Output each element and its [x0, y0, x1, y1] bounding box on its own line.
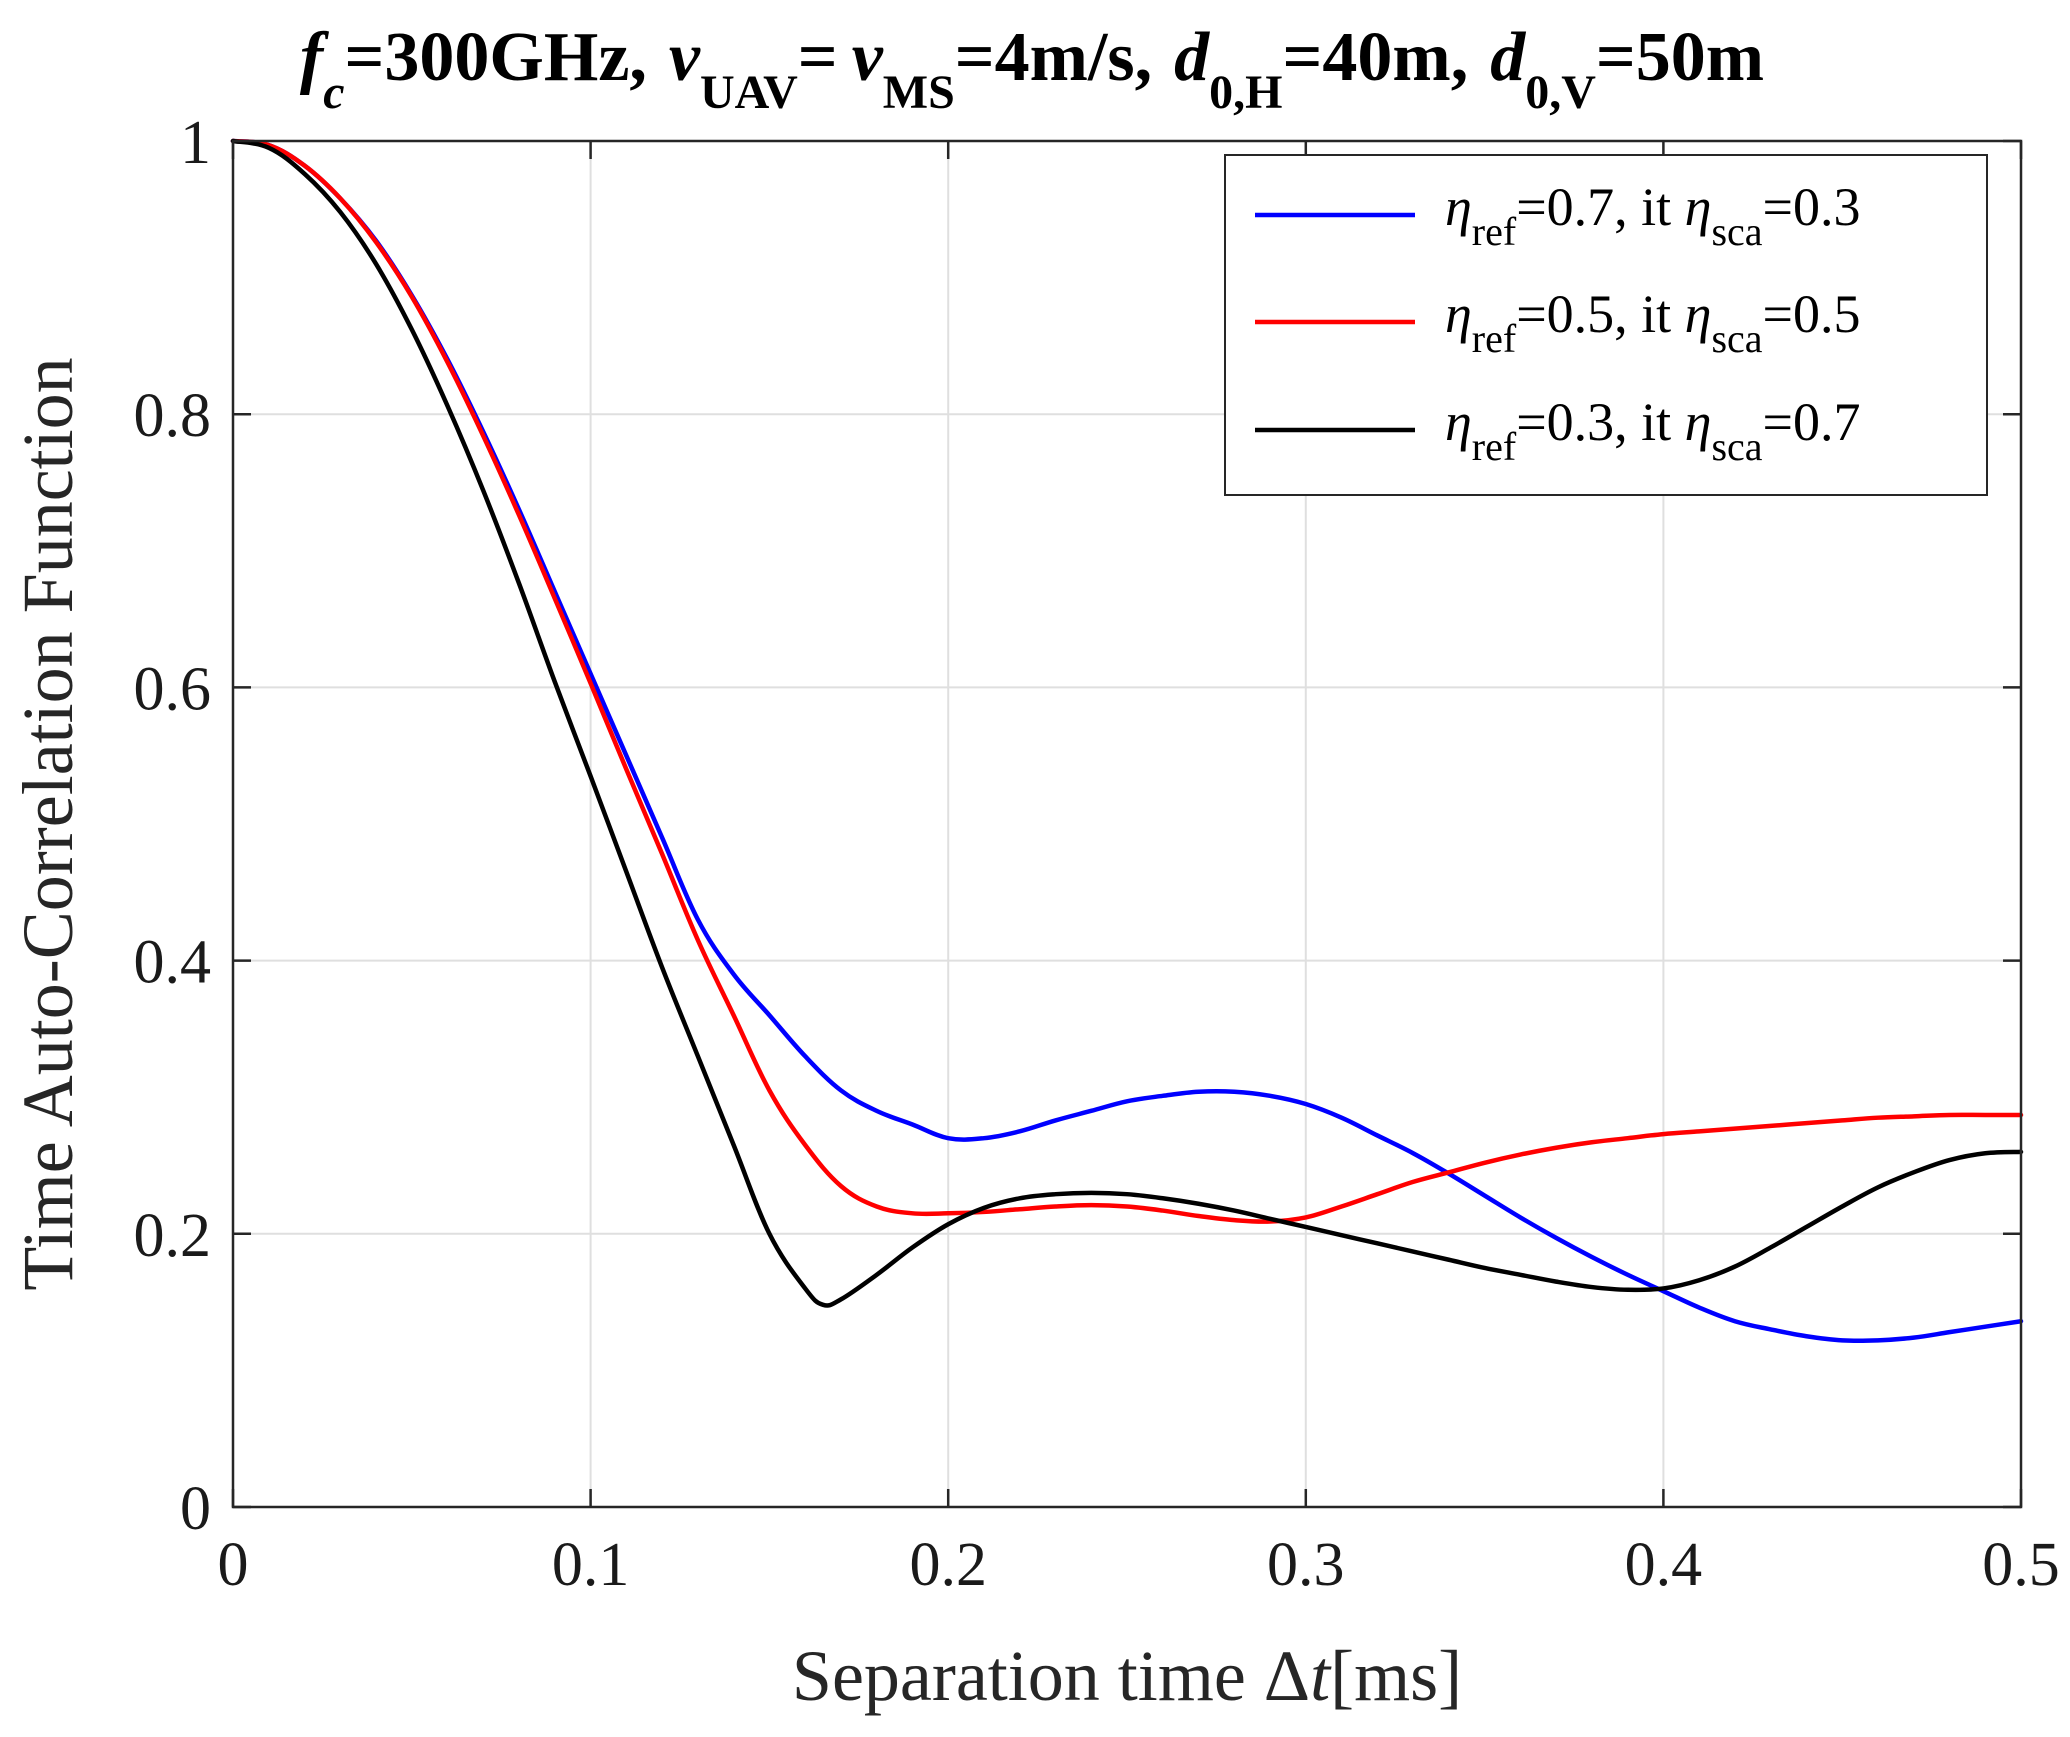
- series-line-2: [230, 138, 2024, 1224]
- title-v1-sub: UAV: [700, 66, 798, 119]
- title-dv-var: d: [1490, 19, 1526, 96]
- x-tick-label: 0.3: [1267, 1531, 1345, 1599]
- series-layer: [230, 138, 2024, 1344]
- title-dv-sub: 0,V: [1525, 66, 1596, 119]
- x-tick-label: 0.1: [552, 1531, 630, 1599]
- axes-box: [231, 139, 2023, 1509]
- x-tick-label: 0.4: [1625, 1531, 1703, 1599]
- x-axis-label: Separation time Δt[ms]: [792, 1636, 1462, 1716]
- title-v-eq: =: [798, 19, 838, 96]
- legend-label-3: ηref=0.3, it ηsca=0.7: [1445, 392, 1861, 469]
- y-tick-label: 0.8: [134, 382, 212, 450]
- y-tick-label: 0.4: [134, 929, 212, 997]
- x-axis-label-suffix: [ms]: [1330, 1636, 1462, 1716]
- y-axis-label: Time Auto-Correlation Function: [8, 357, 88, 1290]
- x-tick-label: 0: [218, 1531, 249, 1599]
- title-v2-sub: MS: [883, 66, 955, 119]
- chart-title: fc=300GHz, vUAV= vMS=4m/s, d0,H=40m, d0,V=50…: [300, 19, 1764, 119]
- title-dh-var: d: [1174, 19, 1210, 96]
- title-v-val: =4m/s,: [955, 19, 1152, 96]
- y-tick-label: 1: [180, 109, 211, 177]
- y-tick-label: 0.2: [134, 1202, 212, 1270]
- title-fc-val: =300GHz,: [345, 19, 647, 96]
- x-tick-label: 0.2: [909, 1531, 987, 1599]
- x-axis-label-var: t: [1310, 1636, 1332, 1716]
- title-fc-sub: c: [323, 66, 344, 119]
- x-axis-label-prefix: Separation time Δ: [792, 1636, 1310, 1716]
- legend-box: [1224, 154, 1988, 496]
- y-tick-label: 0.6: [134, 655, 212, 723]
- legend: ηref=0.7, it ηsca=0.3 ηref=0.5, it ηsca=0…: [1224, 154, 1988, 496]
- series-line-3: [230, 138, 2024, 1308]
- legend-label-1: ηref=0.7, it ηsca=0.3: [1445, 177, 1861, 254]
- legend-label-2: ηref=0.5, it ηsca=0.5: [1445, 284, 1861, 361]
- title-dh-sub: 0,H: [1209, 66, 1282, 119]
- x-tick-label: 0.5: [1982, 1531, 2060, 1599]
- ticks-layer: 0 0.1 0.2 0.3 0.4 0.5 0 0.2 0.4 0.6 0.8 1: [134, 109, 2060, 1599]
- y-tick-label: 0: [180, 1475, 211, 1543]
- legend-entries: ηref=0.7, it ηsca=0.3 ηref=0.5, it ηsca=0…: [1255, 177, 1861, 469]
- title-dh-val: =40m,: [1283, 19, 1469, 96]
- title-v2-var: v: [852, 19, 884, 96]
- title-dv-val: =50m: [1596, 19, 1764, 96]
- title-v1-var: v: [669, 19, 701, 96]
